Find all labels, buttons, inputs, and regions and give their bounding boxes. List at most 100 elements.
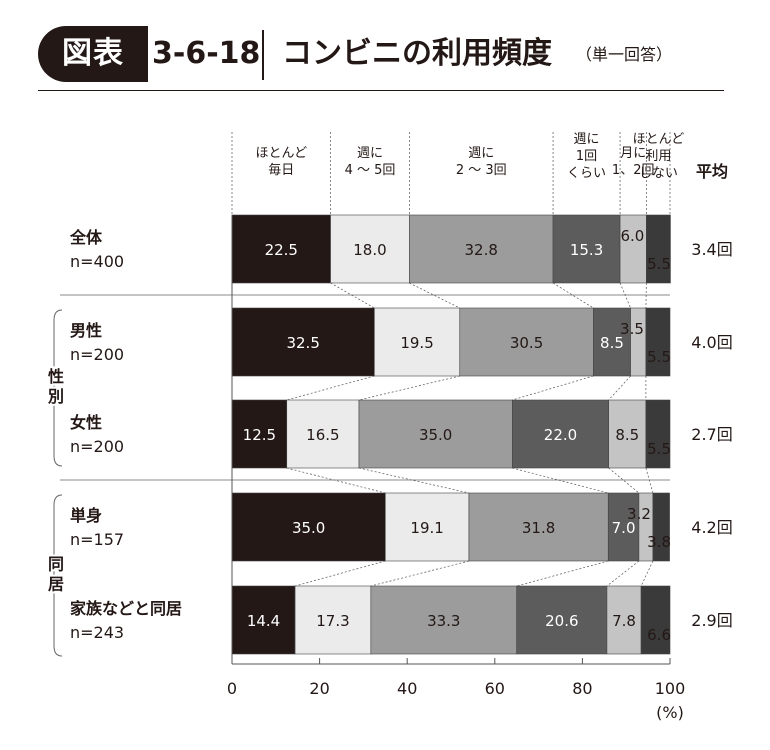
bar-value-label: 19.1 [410, 519, 443, 537]
row-n: n=200 [70, 345, 124, 364]
bar-segment [607, 492, 640, 562]
figure-header: 図表 3-6-18 コンビニの利用頻度 （単一回答） [0, 0, 770, 100]
bar-value-label: 6.0 [620, 227, 644, 245]
connector-line [286, 375, 375, 401]
group-label: 性 [48, 367, 64, 386]
bar-value-label: 22.0 [544, 426, 577, 444]
connector-line [619, 282, 631, 309]
legend-label: ほとんど利用しない [633, 132, 685, 181]
connector-line [294, 560, 386, 587]
connector-line [512, 467, 609, 494]
group-bracket [53, 309, 63, 467]
bar-segment [358, 399, 513, 469]
bar-segment [552, 214, 621, 284]
row-n: n=200 [70, 437, 124, 456]
bar-segment [593, 307, 631, 377]
figure-number: 3-6-18 [152, 36, 261, 71]
group-bracket [53, 494, 63, 657]
figure-badge: 図表 [38, 26, 148, 82]
bar-value-label: 32.5 [286, 334, 319, 352]
bar-value-label: 8.5 [600, 334, 624, 352]
bar-value-label: 6.6 [647, 626, 671, 644]
bar-segment [606, 585, 642, 655]
bar-segment [286, 399, 360, 469]
average-value: 4.0回 [691, 333, 732, 352]
bar-value-label: 12.5 [243, 426, 276, 444]
bar-segment [459, 307, 594, 377]
bar-segment [645, 307, 671, 377]
bar-value-label: 33.3 [427, 612, 460, 630]
group-label: 居 [48, 575, 64, 594]
row-label: 女性 [70, 413, 102, 432]
average-value: 3.4回 [691, 240, 732, 259]
average-value: 2.7回 [691, 425, 732, 444]
bar-segment [645, 399, 671, 469]
row-n: n=157 [70, 530, 124, 549]
x-tick-label: 100 [655, 679, 686, 698]
x-tick-label: 80 [572, 679, 592, 698]
bar-segment [384, 492, 470, 562]
connector-line [516, 560, 609, 587]
bar-value-label: 5.5 [647, 255, 671, 273]
connector-line [330, 282, 375, 309]
row-label: 単身 [70, 506, 102, 525]
connector-line [608, 467, 640, 494]
row-label: 家族などと同居 [70, 599, 182, 618]
x-tick-label: 0 [227, 679, 237, 698]
legend-label: ほとんど毎日 [255, 146, 307, 178]
connector-line [286, 467, 386, 494]
group-label: 別 [48, 387, 64, 406]
row-n: n=243 [70, 623, 124, 642]
bar-segment [231, 492, 386, 562]
legend-label: 月に 1、2回 [612, 146, 655, 178]
bar-segment [630, 307, 647, 377]
connector-line [358, 467, 470, 494]
bar-segment [294, 585, 372, 655]
bar-segment [374, 307, 461, 377]
connector-line [512, 375, 594, 401]
bar-value-label: 19.5 [400, 334, 433, 352]
bar-value-label: 8.5 [615, 426, 639, 444]
bar-value-label: 35.0 [419, 426, 452, 444]
x-axis-unit: (%) [656, 703, 684, 722]
bar-value-label: 31.8 [522, 519, 555, 537]
connector-line [606, 560, 640, 587]
page-title: コンビニの利用頻度 [282, 36, 552, 71]
bar-segment [516, 585, 608, 655]
average-value: 2.9回 [691, 611, 732, 630]
bar-value-label: 7.8 [612, 612, 636, 630]
x-tick-label: 40 [397, 679, 417, 698]
bar-segment [231, 399, 288, 469]
bar-value-label: 30.5 [510, 334, 543, 352]
x-tick-label: 60 [485, 679, 505, 698]
bar-value-label: 14.4 [247, 612, 280, 630]
bar-value-label: 5.5 [647, 440, 671, 458]
bar-value-label: 5.5 [647, 348, 671, 366]
bar-value-label: 17.3 [316, 612, 349, 630]
bar-segment [370, 585, 518, 655]
x-tick-label: 20 [309, 679, 329, 698]
bar-value-label: 3.8 [647, 533, 671, 551]
bar-value-label: 35.0 [292, 519, 325, 537]
row-n: n=400 [70, 252, 124, 271]
row-label: 全体 [69, 228, 103, 247]
average-header: 平均 [696, 162, 728, 181]
page-subtitle: （単一回答） [576, 45, 673, 64]
bar-value-label: 3.5 [620, 320, 644, 338]
header-rule [38, 90, 724, 91]
connector-line [608, 375, 631, 401]
average-value: 4.2回 [691, 518, 732, 537]
bar-segment [646, 214, 671, 284]
bar-value-label: 7.0 [612, 519, 636, 537]
bar-value-label: 18.0 [353, 241, 386, 259]
bar-segment [608, 399, 647, 469]
connector-line [645, 467, 654, 494]
bar-segment [231, 214, 331, 284]
row-label: 男性 [70, 321, 102, 340]
legend-label: 週に 2 〜 3回 [456, 146, 507, 178]
bar-value-label: 20.6 [545, 612, 578, 630]
bar-value-label: 15.3 [570, 241, 603, 259]
bar-segment [468, 492, 609, 562]
bar-segment [231, 307, 375, 377]
